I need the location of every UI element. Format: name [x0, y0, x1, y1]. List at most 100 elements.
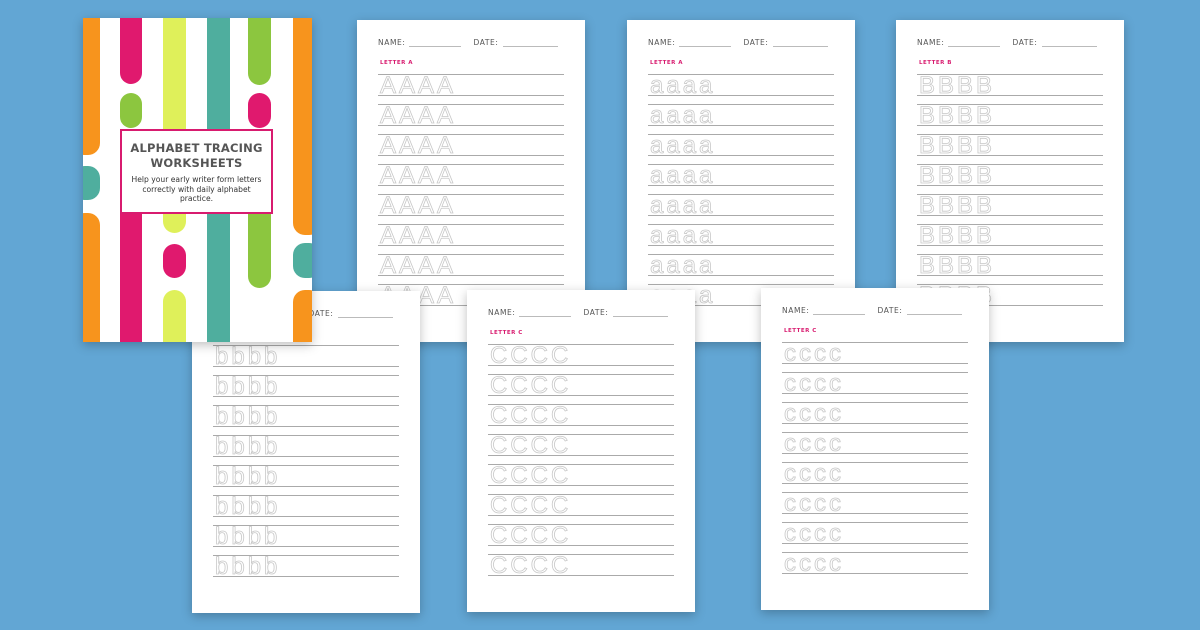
- base-line: [648, 305, 834, 306]
- top-line: [488, 404, 674, 405]
- top-line: [917, 134, 1103, 135]
- tracing-row: AAAA: [378, 163, 564, 194]
- top-line: [648, 284, 834, 285]
- date-field: [502, 45, 558, 47]
- tracing-letters: AAAA: [380, 102, 457, 129]
- base-line: [378, 215, 564, 216]
- tracing-rows: AAAAAAAAAAAAAAAAAAAAAAAAAAAAAAAA: [378, 72, 564, 314]
- tracing-row: aaaa: [648, 72, 834, 104]
- tracing-letters: BBBB: [919, 162, 996, 189]
- top-line: [378, 134, 564, 135]
- top-line: [782, 402, 968, 403]
- tracing-letters: CCCC: [490, 492, 572, 519]
- base-line: [648, 245, 834, 246]
- tracing-letters: aaaa: [650, 192, 716, 219]
- top-line: [648, 164, 834, 165]
- tracing-letters: bbbb: [215, 403, 281, 430]
- base-line: [917, 125, 1103, 126]
- letter-label: LETTER B: [919, 60, 952, 66]
- base-line: [648, 95, 834, 96]
- top-line: [782, 462, 968, 463]
- top-line: [782, 492, 968, 493]
- tracing-letters: bbbb: [215, 523, 281, 550]
- tracing-letters: AAAA: [380, 132, 457, 159]
- tracing-letters: AAAA: [380, 72, 457, 99]
- cover-title: ALPHABET TRACING WORKSHEETS: [130, 141, 263, 170]
- top-line: [782, 342, 968, 343]
- cover-stripe: [163, 244, 186, 278]
- top-line: [213, 345, 399, 346]
- tracing-letters: aaaa: [650, 72, 716, 99]
- cover-stripe: [120, 18, 142, 84]
- tracing-row: bbbb: [213, 523, 399, 555]
- worksheet-page: NAME: DATE: LETTER A AAAA AAAA AAAA AAAA AAAA…: [357, 20, 585, 342]
- tracing-letters: cccc: [784, 370, 844, 397]
- top-line: [782, 522, 968, 523]
- tracing-letters: BBBB: [919, 132, 996, 159]
- top-line: [648, 254, 834, 255]
- tracing-row: aaaa: [648, 133, 834, 164]
- cover-stripe: [207, 198, 230, 342]
- cover-stripe: [248, 18, 271, 85]
- tracing-rows: aaaaaaaaaaaaaaaaaaaaaaaaaaaaaaaa: [648, 72, 834, 314]
- name-field: [813, 313, 866, 315]
- name-label: NAME:: [917, 38, 945, 47]
- tracing-row: AAAA: [378, 132, 564, 164]
- base-line: [378, 155, 564, 156]
- cover-stripe: [83, 166, 100, 200]
- top-line: [648, 104, 834, 105]
- tracing-letters: cccc: [784, 520, 844, 547]
- tracing-letters: CCCC: [490, 522, 572, 549]
- top-line: [917, 164, 1103, 165]
- top-line: [488, 554, 674, 555]
- base-line: [917, 155, 1103, 156]
- base-line: [782, 483, 968, 484]
- base-line: [213, 366, 399, 367]
- top-line: [917, 74, 1103, 75]
- base-line: [488, 485, 674, 486]
- cover-stripe: [293, 18, 312, 235]
- top-line: [917, 254, 1103, 255]
- date-field: [612, 315, 668, 317]
- cover-stripe: [293, 290, 312, 342]
- base-line: [782, 543, 968, 544]
- tracing-row: AAAA: [378, 253, 564, 284]
- tracing-row: BBBB: [917, 193, 1103, 224]
- tracing-letters: BBBB: [919, 102, 996, 129]
- tracing-letters: bbbb: [215, 433, 281, 460]
- tracing-row: aaaa: [648, 163, 834, 194]
- base-line: [782, 453, 968, 454]
- tracing-letters: AAAA: [380, 192, 457, 219]
- tracing-row: CCCC: [488, 373, 674, 404]
- tracing-row: bbbb: [213, 343, 399, 375]
- tracing-row: cccc: [782, 520, 968, 552]
- base-line: [488, 545, 674, 546]
- tracing-row: BBBB: [917, 162, 1103, 194]
- tracing-row: aaaa: [648, 253, 834, 284]
- top-line: [213, 375, 399, 376]
- base-line: [213, 426, 399, 427]
- top-line: [213, 465, 399, 466]
- tracing-letters: bbbb: [215, 343, 281, 370]
- tracing-letters: BBBB: [919, 252, 996, 279]
- date-field: [1041, 45, 1097, 47]
- name-field: [948, 45, 1001, 47]
- tracing-letters: aaaa: [650, 102, 716, 129]
- tracing-row: BBBB: [917, 252, 1103, 284]
- top-line: [213, 555, 399, 556]
- tracing-letters: CCCC: [490, 552, 572, 579]
- tracing-row: cccc: [782, 431, 968, 462]
- top-line: [917, 284, 1103, 285]
- date-field: [337, 316, 393, 318]
- tracing-row: CCCC: [488, 403, 674, 434]
- top-line: [378, 224, 564, 225]
- base-line: [782, 393, 968, 394]
- tracing-row: bbbb: [213, 374, 399, 405]
- base-line: [213, 456, 399, 457]
- tracing-letters: bbbb: [215, 463, 281, 490]
- date-field: [906, 313, 962, 315]
- tracing-letters: CCCC: [490, 462, 572, 489]
- base-line: [213, 486, 399, 487]
- base-line: [782, 423, 968, 424]
- name-field: [519, 315, 572, 317]
